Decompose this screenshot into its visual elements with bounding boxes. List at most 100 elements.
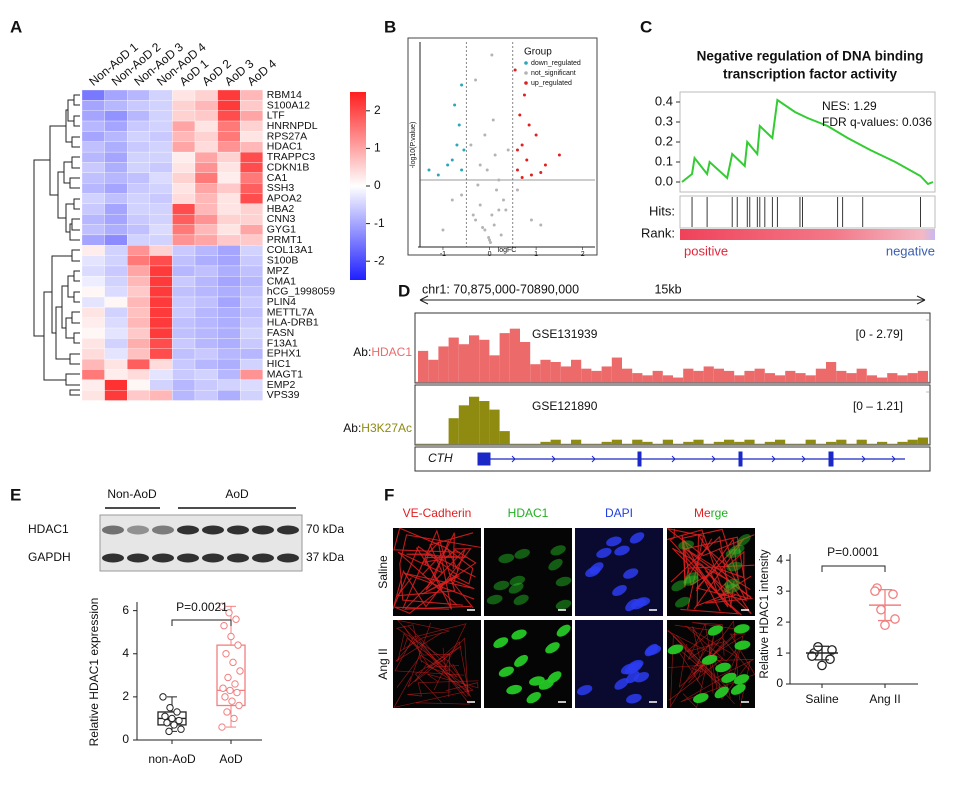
heatmap-cell <box>104 338 128 349</box>
heatmap-cell <box>240 369 263 380</box>
coverage-bar <box>673 377 684 382</box>
heatmap-cell <box>127 379 150 391</box>
row-label: EMP2 <box>267 379 296 391</box>
coverage-bar <box>601 441 612 444</box>
coverage-bar <box>917 437 928 444</box>
heatmap-cell <box>172 214 196 225</box>
point <box>221 693 229 701</box>
micrograph-content <box>667 528 755 616</box>
y-tick-label: 6 <box>122 603 129 617</box>
heatmap-cell <box>81 193 105 205</box>
nucleus <box>555 576 572 587</box>
hits-label: Hits: <box>649 203 675 218</box>
nucleus <box>486 594 503 605</box>
heatmap-cell <box>104 358 128 370</box>
row-label: S100A12 <box>267 99 310 111</box>
exon <box>637 451 642 467</box>
point <box>529 173 533 177</box>
heatmap-cell <box>104 151 128 163</box>
panel-label: F <box>384 485 394 504</box>
point <box>876 604 886 615</box>
point <box>499 233 503 237</box>
heatmap-cell <box>240 151 263 163</box>
group-label: AoD <box>225 487 249 501</box>
heatmap-cell <box>104 317 128 329</box>
row-label: METTL7A <box>267 306 314 318</box>
heatmap-cell <box>81 224 105 236</box>
nucleus <box>626 693 642 704</box>
heatmap-cell <box>149 369 173 380</box>
row-label: HDAC1 <box>267 141 303 153</box>
colorbar-tick-label: 1 <box>374 141 381 155</box>
point <box>506 148 510 152</box>
point <box>224 673 232 682</box>
error-bar <box>815 645 829 661</box>
coverage-bar <box>601 366 612 382</box>
heatmap-cell <box>104 389 128 401</box>
size-label: 70 kDa <box>306 522 344 536</box>
coverage-bar <box>836 370 847 382</box>
micrograph-content <box>493 624 571 704</box>
channel-label: DAPI <box>605 506 633 520</box>
coverage-bar <box>560 366 571 382</box>
heatmap-cell <box>104 162 128 173</box>
coverage-bar <box>489 409 500 444</box>
y-tick-label: 0.4 <box>655 93 673 108</box>
nucleus <box>729 544 745 555</box>
heatmap-cell <box>172 224 196 236</box>
point <box>476 183 480 187</box>
nucleus <box>514 548 530 559</box>
micrograph <box>667 620 755 708</box>
heatmap-cell <box>194 307 218 318</box>
point <box>525 158 529 162</box>
heatmap-cell <box>81 348 105 360</box>
coverage-bar <box>499 333 510 382</box>
heatmap-cell <box>194 172 218 184</box>
heatmap-cell <box>104 327 128 339</box>
heatmap-cell <box>217 317 241 329</box>
heatmap-cell <box>104 100 128 111</box>
heatmap-cell <box>149 110 173 122</box>
nucleus <box>733 624 750 634</box>
heatmap-cell <box>172 182 196 194</box>
coverage-bar <box>877 377 888 382</box>
micrograph-content <box>486 545 572 610</box>
heatmap-cell <box>172 307 196 318</box>
heatmap-cell <box>172 234 196 246</box>
heatmap-cell <box>172 348 196 360</box>
point <box>502 198 506 202</box>
coverage-bar <box>693 439 704 444</box>
point <box>827 645 837 655</box>
x-tick-label: 0 <box>488 251 492 258</box>
panel-label: D <box>398 281 410 300</box>
nucleus <box>513 594 529 606</box>
point <box>469 143 473 147</box>
point <box>165 727 173 736</box>
coverage-bar <box>581 368 592 382</box>
annotation: FDR q-values: 0.036 <box>822 115 932 129</box>
point <box>513 68 517 72</box>
micrograph <box>575 528 663 616</box>
junction <box>395 624 465 685</box>
heatmap-cell <box>127 307 150 318</box>
junction <box>687 622 742 679</box>
point <box>427 168 431 172</box>
heatmap-cell <box>149 214 173 225</box>
coverage-bar <box>683 441 694 444</box>
coverage-bar <box>550 362 561 382</box>
band <box>202 525 224 535</box>
row-label: GYG1 <box>267 224 296 236</box>
heatmap-cell <box>104 131 128 142</box>
coverage-bar <box>856 439 867 444</box>
nucleus <box>511 629 527 640</box>
y-tick-label: 0 <box>122 732 129 746</box>
heatmap-cell <box>240 224 263 236</box>
point <box>529 218 533 222</box>
nucleus <box>620 663 636 675</box>
heatmap-cell <box>240 193 263 205</box>
coverage-bar <box>571 439 582 444</box>
point <box>177 725 185 733</box>
heatmap-cell <box>149 317 173 329</box>
heatmap-cell <box>149 151 173 163</box>
range-label: [0 – 1.21] <box>853 399 903 413</box>
